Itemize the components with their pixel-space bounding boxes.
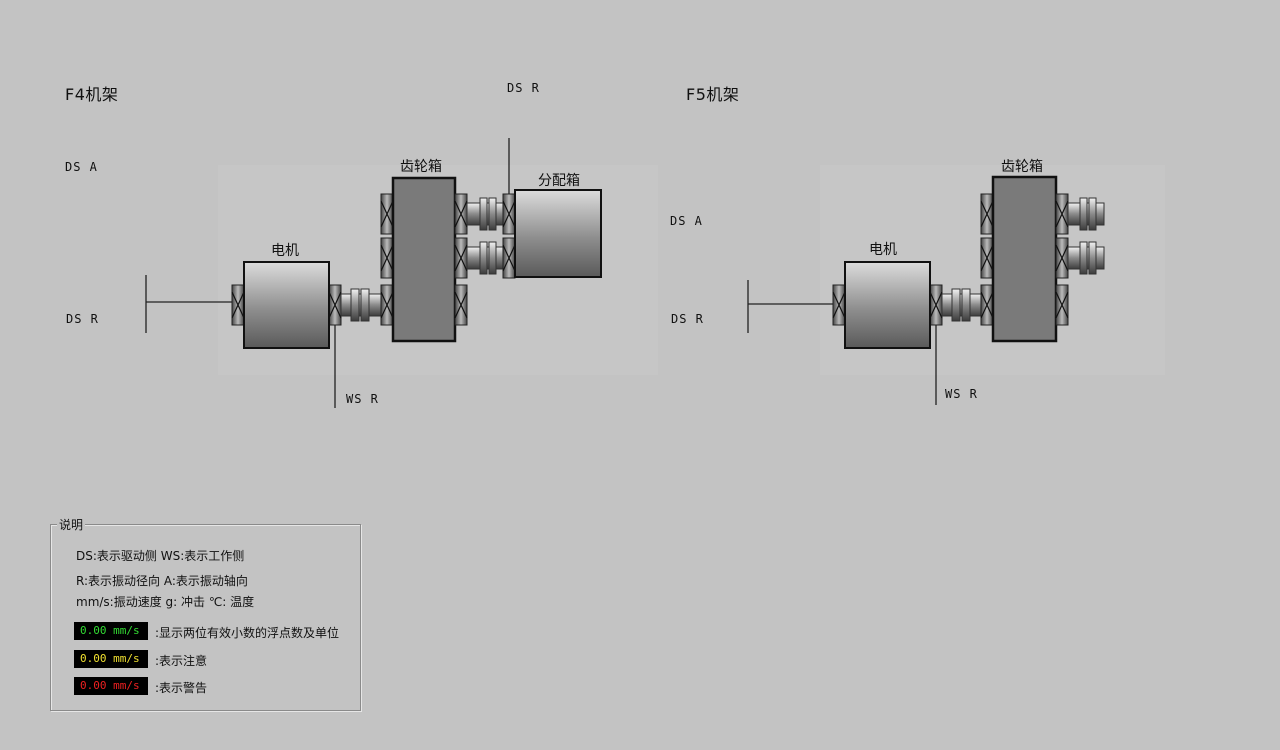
warning-value-desc: :表示警告 (155, 681, 208, 695)
f4-gearbox-right-bearings (454, 193, 468, 326)
legend-title: 说明 (57, 516, 86, 533)
f5-motor (844, 261, 931, 349)
normal-value-sample: 0.00 mm/s (74, 622, 148, 640)
f5-motor-bearing-right (929, 284, 943, 326)
legend-line-1: DS:表示驱动侧 WS:表示工作侧 (76, 549, 245, 563)
f5-gearbox (991, 175, 1058, 343)
f4-title: F4机架 (65, 85, 119, 104)
f4-motor-shaft (340, 284, 394, 326)
attention-value-sample: 0.00 mm/s (74, 650, 148, 668)
legend-line-2: R:表示振动径向 A:表示振动轴向 (76, 574, 248, 588)
f4-gearbox-label: 齿轮箱 (400, 159, 442, 175)
warning-value-sample: 0.00 mm/s (74, 677, 148, 695)
f5-gearbox-right-bearings (1055, 193, 1069, 326)
f4-gearbox (391, 176, 457, 343)
f4-motor-bearing-right (328, 284, 342, 326)
normal-value-desc: :显示两位有效小数的浮点数及单位 (155, 626, 340, 640)
f4-motor-bearing-left (231, 284, 245, 326)
f5-motor-shaft (941, 284, 994, 326)
f4-ds-r-label[interactable]: DS R (66, 312, 99, 326)
f4-ws-r-label[interactable]: WS R (346, 392, 379, 406)
f5-motor-label: 电机 (869, 242, 897, 258)
f5-ds-a-label[interactable]: DS A (670, 214, 703, 228)
f5-title: F5机架 (686, 85, 740, 104)
legend-panel: 说明 DS:表示驱动侧 WS:表示工作侧 R:表示振动径向 A:表示振动轴向 m… (50, 516, 361, 711)
legend-line-3: mm/s:振动速度 g: 冲击 ℃: 温度 (76, 595, 255, 609)
attention-value-desc: :表示注意 (155, 654, 208, 668)
f4-distbox-label: 分配箱 (538, 173, 580, 189)
f4-output-shafts (466, 193, 516, 279)
f4-ds-a-label[interactable]: DS A (65, 160, 98, 174)
f5-gearbox-left-bearings (980, 193, 994, 279)
f5-ds-r-label[interactable]: DS R (671, 312, 704, 326)
f4-distribution-box (514, 189, 602, 278)
f5-ws-r-label[interactable]: WS R (945, 387, 978, 401)
f4-motor-label: 电机 (271, 243, 299, 259)
f5-gearbox-label: 齿轮箱 (1001, 159, 1043, 175)
f5-output-shafts (1067, 197, 1105, 275)
f4-motor (243, 261, 330, 349)
f5-motor-bearing-left (832, 284, 846, 326)
f4-ds-r-top-label[interactable]: DS R (507, 81, 540, 95)
